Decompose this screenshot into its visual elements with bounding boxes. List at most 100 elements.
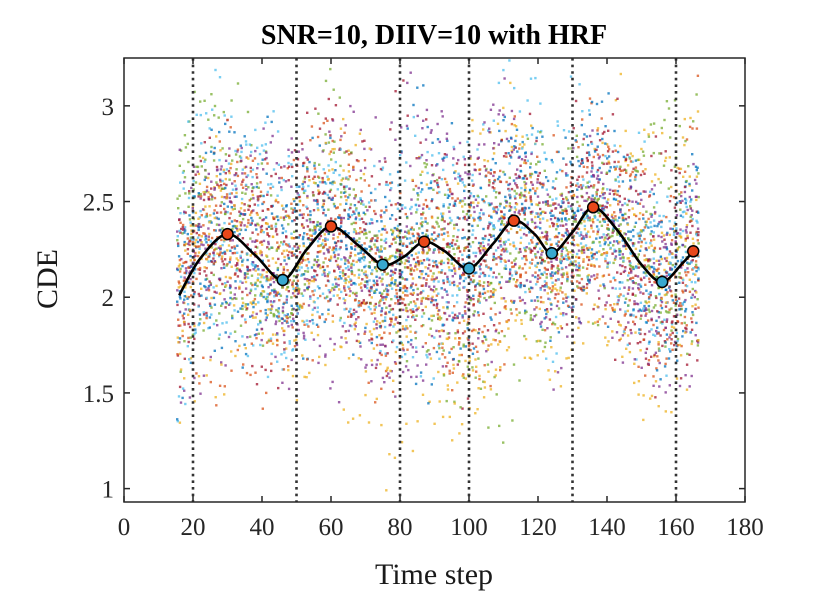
- scatter-point: [473, 210, 476, 214]
- scatter-point: [649, 123, 653, 126]
- scatter-point: [670, 338, 673, 341]
- scatter-point: [543, 317, 546, 320]
- scatter-point: [307, 184, 310, 188]
- scatter-point: [388, 245, 391, 248]
- scatter-point: [462, 262, 465, 266]
- scatter-point: [229, 239, 232, 242]
- scatter-point: [587, 218, 590, 222]
- scatter-point: [424, 165, 427, 169]
- scatter-point: [196, 224, 200, 228]
- scatter-point: [287, 223, 290, 226]
- scatter-point: [222, 187, 226, 190]
- scatter-point: [483, 325, 486, 328]
- scatter-point: [518, 110, 522, 113]
- scatter-point: [236, 234, 240, 237]
- scatter-point: [239, 254, 242, 258]
- scatter-point: [550, 346, 553, 349]
- scatter-point: [213, 104, 217, 108]
- scatter-point: [656, 332, 659, 335]
- scatter-point: [668, 336, 671, 339]
- scatter-point: [590, 254, 594, 258]
- scatter-point: [437, 152, 441, 155]
- scatter-point: [497, 81, 501, 85]
- scatter-point: [264, 368, 267, 372]
- scatter-point: [574, 99, 578, 103]
- scatter-point: [326, 275, 329, 278]
- scatter-point: [205, 274, 208, 277]
- scatter-point: [191, 207, 194, 210]
- scatter-point: [322, 202, 325, 206]
- scatter-point: [212, 254, 216, 257]
- scatter-point: [627, 274, 630, 277]
- scatter-point: [366, 274, 369, 277]
- scatter-point: [331, 139, 334, 143]
- scatter-point: [269, 337, 273, 340]
- scatter-point: [189, 270, 192, 273]
- scatter-point: [301, 182, 304, 186]
- scatter-point: [565, 219, 568, 222]
- scatter-point: [266, 313, 269, 317]
- scatter-point: [387, 372, 390, 375]
- scatter-point: [479, 132, 482, 135]
- scatter-point: [570, 204, 573, 208]
- scatter-point: [649, 212, 652, 216]
- scatter-point: [606, 223, 609, 227]
- scatter-point: [346, 259, 350, 262]
- scatter-point: [357, 241, 361, 244]
- scatter-point: [685, 284, 689, 288]
- scatter-point: [588, 113, 591, 116]
- scatter-point: [604, 205, 607, 208]
- scatter-point: [629, 277, 633, 280]
- scatter-point: [543, 260, 547, 263]
- scatter-point: [605, 254, 608, 257]
- scatter-point: [519, 281, 522, 285]
- scatter-point: [657, 341, 660, 344]
- scatter-point: [691, 268, 694, 271]
- scatter-point: [665, 100, 669, 103]
- scatter-point: [499, 257, 502, 260]
- scatter-point: [474, 236, 477, 240]
- scatter-point: [333, 181, 336, 184]
- scatter-point: [188, 192, 191, 195]
- scatter-point: [251, 314, 254, 317]
- scatter-point: [369, 302, 372, 305]
- scatter-point: [612, 193, 616, 196]
- scatter-point: [551, 360, 555, 363]
- scatter-point: [510, 261, 514, 264]
- scatter-point: [492, 147, 495, 150]
- scatter-point: [523, 312, 527, 315]
- scatter-point: [694, 289, 697, 293]
- scatter-point: [304, 338, 307, 341]
- scatter-point: [624, 233, 628, 236]
- scatter-point: [621, 169, 624, 172]
- scatter-point: [209, 240, 212, 243]
- scatter-point: [590, 248, 594, 251]
- scatter-point: [389, 317, 392, 320]
- scatter-point: [264, 308, 267, 312]
- scatter-point: [186, 237, 189, 240]
- scatter-point: [528, 247, 531, 250]
- scatter-point: [321, 313, 324, 316]
- scatter-point: [685, 224, 689, 227]
- scatter-point: [318, 237, 321, 240]
- scatter-point: [253, 203, 256, 206]
- scatter-point: [475, 370, 478, 373]
- scatter-point: [210, 313, 213, 316]
- scatter-point: [203, 232, 206, 235]
- scatter-point: [426, 150, 429, 154]
- scatter-point: [484, 260, 487, 263]
- scatter-point: [386, 352, 389, 355]
- scatter-point: [559, 286, 562, 289]
- scatter-point: [269, 194, 273, 197]
- scatter-point: [272, 272, 275, 275]
- scatter-point: [678, 171, 681, 175]
- scatter-point: [357, 333, 360, 336]
- scatter-point: [236, 82, 240, 85]
- scatter-point: [194, 173, 197, 176]
- scatter-point: [430, 237, 433, 240]
- scatter-point: [233, 131, 236, 134]
- scatter-point: [357, 316, 360, 319]
- scatter-point: [249, 197, 253, 201]
- scatter-point: [312, 181, 316, 184]
- scatter-point: [254, 281, 257, 285]
